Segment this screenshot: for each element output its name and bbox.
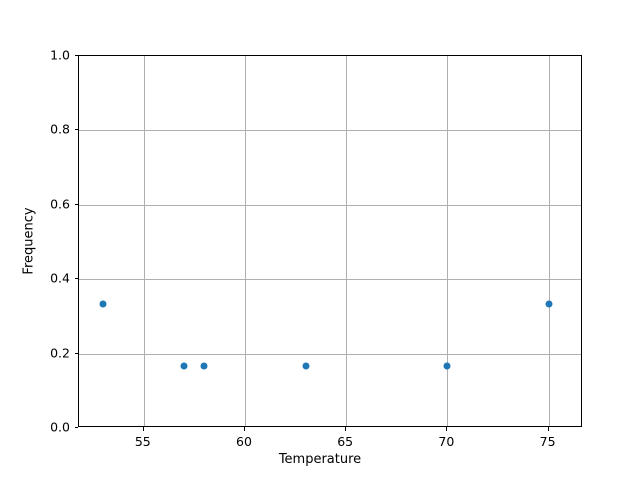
x-tick-label: 70 (438, 434, 455, 449)
scatter-point (99, 300, 107, 308)
y-axis-label: Frequency (21, 207, 37, 275)
scatter-point (200, 362, 208, 370)
y-tick-label: 0.0 (50, 419, 70, 435)
x-tick-mark (446, 427, 448, 431)
gridline-horizontal (79, 130, 581, 132)
y-tick-mark (74, 427, 78, 429)
gridline-vertical (244, 56, 246, 426)
scatter-point (443, 362, 451, 370)
gridline-horizontal (79, 279, 581, 281)
y-tick-label: 0.6 (50, 196, 70, 212)
x-tick-label: 65 (337, 434, 354, 449)
scatter-point (545, 300, 553, 308)
y-tick-mark (74, 352, 78, 354)
y-tick-label: 0.8 (50, 121, 70, 137)
x-axis-label: Temperature (278, 452, 362, 467)
y-tick-label: 0.4 (50, 270, 70, 286)
x-tick-label: 60 (236, 434, 252, 449)
scatter-point (180, 362, 188, 370)
x-tick-mark (345, 427, 347, 431)
plot-area (78, 55, 582, 427)
gridline-vertical (447, 56, 449, 426)
gridline-vertical (143, 56, 145, 426)
gridline-vertical (346, 56, 348, 426)
y-tick-mark (74, 203, 78, 205)
y-tick-mark (74, 278, 78, 280)
x-tick-mark (243, 427, 246, 431)
gridline-horizontal (79, 353, 581, 355)
scatter-point (302, 362, 310, 370)
y-tick-label: 0.2 (50, 345, 70, 361)
y-tick-mark (74, 129, 78, 131)
x-tick-label: 75 (539, 434, 556, 449)
x-tick-mark (547, 427, 549, 431)
x-tick-mark (142, 427, 144, 431)
gridline-vertical (548, 56, 550, 426)
x-tick-label: 55 (134, 434, 151, 449)
y-tick-label: 1.0 (50, 47, 70, 63)
y-tick-mark (74, 55, 78, 57)
gridline-horizontal (79, 204, 581, 206)
